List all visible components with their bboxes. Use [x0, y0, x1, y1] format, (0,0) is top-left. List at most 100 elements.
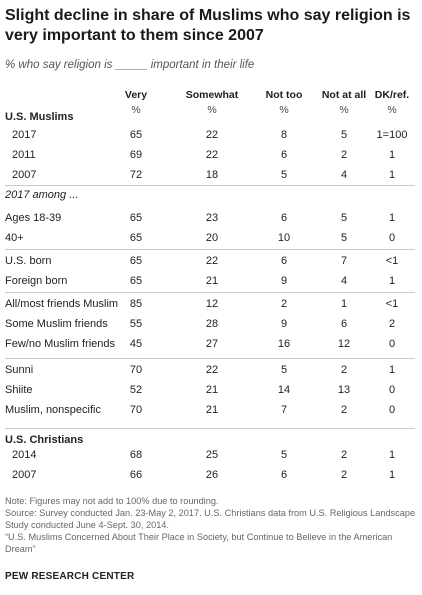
table-row: 2007 72 18 5 4 1 [0, 166, 422, 186]
table-cell: 28 [205, 318, 219, 330]
note-rounding: Note: Figures may not add to 100% due to… [5, 496, 219, 506]
section-divider [5, 292, 415, 293]
table-cell: 9 [280, 275, 288, 287]
row-label: Ages 18-39 [5, 212, 62, 224]
table-row: 2014 68 25 5 2 1 [0, 446, 422, 466]
table-row: Ages 18-39 65 23 6 5 1 [0, 209, 422, 229]
column-unit: % [387, 104, 397, 116]
table-cell: 65 [129, 255, 143, 267]
table-row: 2011 69 22 6 2 1 [0, 146, 422, 166]
section-divider [5, 249, 415, 250]
column-unit: % [207, 104, 217, 116]
table-cell: 14 [277, 384, 291, 396]
table-row: All/most friends Muslim 85 12 2 1 <1 [0, 295, 422, 315]
section-heading: U.S. Muslims [5, 111, 74, 123]
table-cell: 66 [129, 469, 143, 481]
table-cell: 52 [129, 384, 143, 396]
table-cell: 65 [129, 129, 143, 141]
table-cell: 1 [388, 469, 396, 481]
column-header: DK/ref. [374, 89, 410, 101]
table-cell: 0 [388, 404, 396, 416]
table-cell: 7 [340, 255, 348, 267]
table-cell: 6 [340, 318, 348, 330]
table-cell: 2 [340, 469, 348, 481]
table-cell: 1 [388, 449, 396, 461]
row-label: 2014 [12, 449, 37, 461]
table-cell: 4 [340, 169, 348, 181]
chart-title: Slight decline in share of Muslims who s… [5, 7, 411, 44]
table-row: Muslim, nonspecific 70 21 7 2 0 [0, 401, 422, 421]
table-cell: 13 [337, 384, 351, 396]
table-row: Sunni 70 22 5 2 1 [0, 361, 422, 381]
table-cell: 16 [277, 338, 291, 350]
table-row: Some Muslim friends 55 28 9 6 2 [0, 315, 422, 335]
table-cell: 8 [280, 129, 288, 141]
table-cell: 45 [129, 338, 143, 350]
section-divider [5, 428, 415, 429]
table-cell: <1 [385, 298, 399, 310]
table-cell: 12 [205, 298, 219, 310]
section-heading: 2017 among ... [5, 189, 79, 201]
table-cell: <1 [385, 255, 399, 267]
table-cell: 12 [337, 338, 351, 350]
table-row: 40+ 65 20 10 5 0 [0, 229, 422, 249]
notes: Note: Figures may not add to 100% due to… [5, 495, 417, 555]
table-cell: 2 [340, 449, 348, 461]
table-cell: 72 [129, 169, 143, 181]
table-row: Foreign born 65 21 9 4 1 [0, 272, 422, 292]
row-label: Some Muslim friends [5, 318, 108, 330]
table-cell: 6 [280, 149, 288, 161]
table-cell: 5 [340, 232, 348, 244]
row-label: 2007 [12, 469, 37, 481]
table-cell: 6 [280, 212, 288, 224]
table-cell: 70 [129, 364, 143, 376]
row-label: Muslim, nonspecific [5, 404, 101, 416]
row-label: 2017 [12, 129, 37, 141]
table-cell: 22 [205, 364, 219, 376]
section-divider [5, 358, 415, 359]
table-cell: 22 [205, 129, 219, 141]
table-row: U.S. born 65 22 6 7 <1 [0, 252, 422, 272]
table-cell: 65 [129, 232, 143, 244]
table-row: Few/no Muslim friends 45 27 16 12 0 [0, 335, 422, 355]
table-cell: 5 [340, 212, 348, 224]
column-header: Not at all [321, 89, 367, 101]
row-label: Shiite [5, 384, 33, 396]
table-cell: 6 [280, 255, 288, 267]
table-cell: 69 [129, 149, 143, 161]
table-row: Shiite 52 21 14 13 0 [0, 381, 422, 401]
table-cell: 1 [388, 275, 396, 287]
table-cell: 70 [129, 404, 143, 416]
table-cell: 65 [129, 212, 143, 224]
column-unit: % [131, 104, 141, 116]
table-cell: 22 [205, 255, 219, 267]
column-header: Not too [265, 89, 303, 101]
table-cell: 20 [205, 232, 219, 244]
table-cell: 1 [388, 364, 396, 376]
column-header: Very [124, 89, 148, 101]
table-cell: 7 [280, 404, 288, 416]
column-unit: % [339, 104, 349, 116]
row-label: All/most friends Muslim [5, 298, 119, 310]
table-cell: 2 [340, 404, 348, 416]
source-organization: PEW RESEARCH CENTER [5, 571, 135, 582]
table-cell: 85 [129, 298, 143, 310]
table-cell: 22 [205, 149, 219, 161]
table-row: 2017 65 22 8 5 1=100 [0, 126, 422, 146]
row-label: Few/no Muslim friends [5, 338, 116, 350]
row-label: Foreign born [5, 275, 68, 287]
table-cell: 26 [205, 469, 219, 481]
column-unit: % [279, 104, 289, 116]
table-cell: 1=100 [376, 129, 408, 141]
section-heading: U.S. Christians [5, 434, 84, 446]
table-cell: 1 [388, 212, 396, 224]
table-cell: 6 [280, 469, 288, 481]
table-cell: 25 [205, 449, 219, 461]
table-cell: 21 [205, 384, 219, 396]
table-cell: 2 [388, 318, 396, 330]
chart-subtitle: % who say religion is _____ important in… [5, 59, 255, 71]
table-cell: 18 [205, 169, 219, 181]
column-header: Somewhat [185, 89, 239, 101]
table-cell: 5 [280, 449, 288, 461]
table-cell: 65 [129, 275, 143, 287]
